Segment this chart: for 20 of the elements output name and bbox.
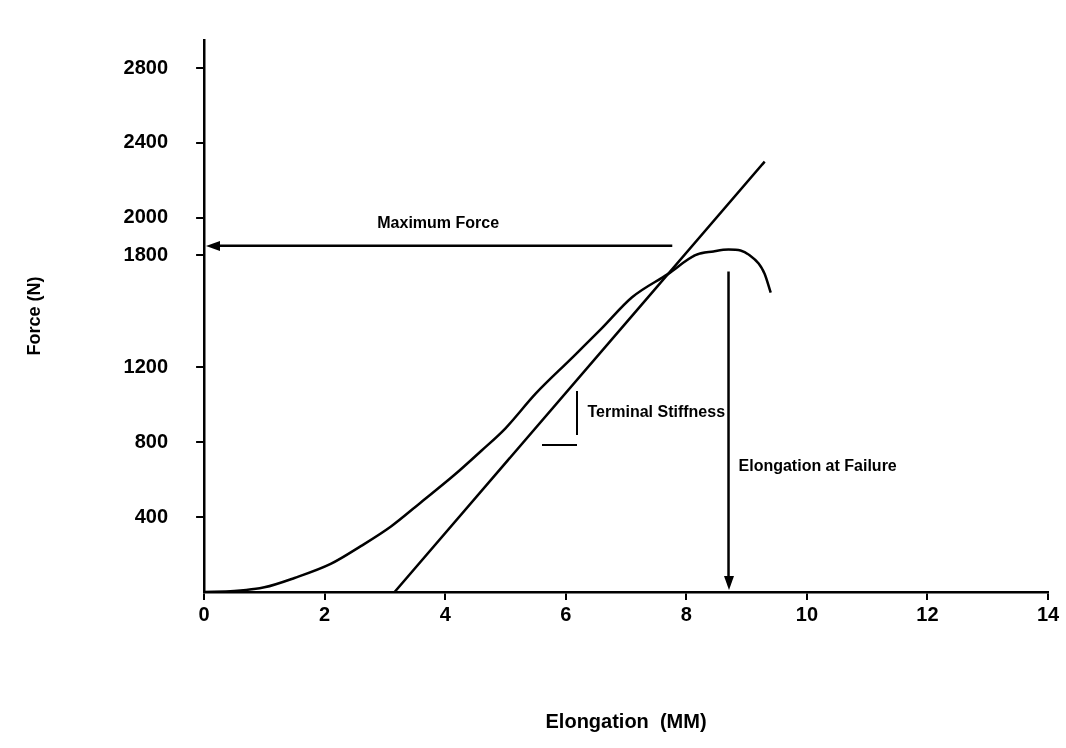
annotation: Terminal Stiffness [587,402,726,421]
x-tick-label: 6 [560,602,572,625]
y-axis-title: Force (N) [23,276,44,356]
y-tick-label: 800 [134,429,169,452]
y-tick-label: 2000 [123,205,169,228]
x-tick-label: 10 [795,602,819,625]
y-tick-label: 400 [134,504,169,527]
x-tick-label: 0 [198,602,210,625]
x-tick-label: 14 [1036,602,1060,625]
y-tick-label: 1800 [123,242,169,265]
x-axis-title: Elongation (MM) [545,709,707,732]
x-tick-label: 8 [680,602,692,625]
x-tick-label: 4 [439,602,452,625]
y-tick-label: 2400 [123,130,169,153]
y-tick-label: 1200 [123,354,169,377]
x-tick-label: 2 [319,602,331,625]
ref-line-label: Elongation at Failure [738,457,897,475]
x-tick-label: 12 [916,602,939,625]
ref-line-label: Maximum Force [377,214,500,232]
y-tick-label: 2800 [123,55,169,78]
